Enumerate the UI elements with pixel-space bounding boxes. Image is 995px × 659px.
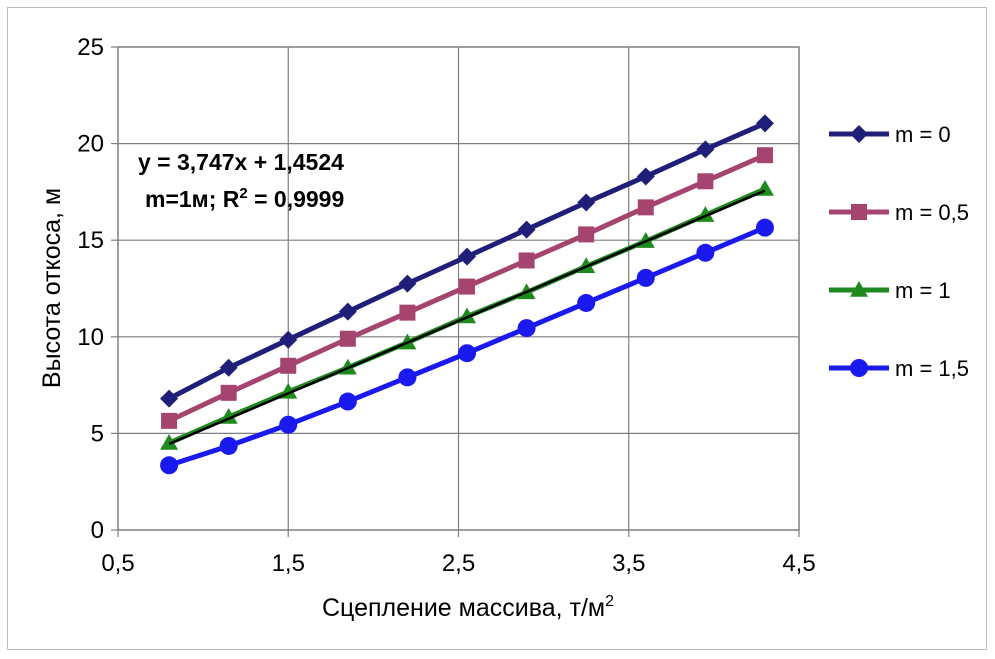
data-point — [339, 330, 356, 347]
data-point — [459, 278, 476, 295]
series-1 — [161, 147, 773, 429]
x-tick-label: 4,5 — [782, 550, 815, 577]
series-0 — [160, 114, 774, 408]
data-point — [517, 220, 536, 239]
data-point — [636, 268, 655, 287]
data-point — [577, 193, 596, 212]
legend-label: m = 0,5 — [895, 200, 969, 225]
data-point — [517, 319, 536, 338]
x-tick-label: 1,5 — [272, 550, 305, 577]
legend-item: m = 1,5 — [829, 356, 969, 381]
x-tick-label: 0,5 — [101, 550, 134, 577]
data-point — [160, 434, 179, 450]
data-point — [697, 173, 714, 190]
legend-item: m = 0,5 — [829, 200, 969, 225]
legend-marker — [851, 204, 867, 220]
data-point — [338, 392, 357, 411]
data-point — [219, 436, 238, 455]
data-point — [161, 412, 178, 429]
data-point — [637, 199, 654, 216]
trendline — [168, 189, 766, 446]
data-point — [399, 304, 416, 321]
data-point — [280, 357, 297, 374]
data-point — [279, 330, 298, 349]
series-group — [160, 114, 774, 475]
legend-label: m = 1,5 — [895, 356, 969, 381]
data-point — [458, 247, 477, 266]
y-tick-label: 5 — [91, 420, 104, 447]
data-point — [160, 456, 179, 475]
legend-marker — [850, 125, 868, 143]
y-axis-ticks: 0 5 10 15 20 25 — [77, 34, 118, 544]
data-point — [636, 167, 655, 186]
trendline-group — [168, 189, 766, 446]
data-point — [518, 252, 535, 269]
data-point — [755, 218, 774, 237]
data-point — [755, 114, 774, 133]
y-tick-label: 15 — [77, 227, 104, 254]
x-tick-label: 2,5 — [442, 550, 475, 577]
x-axis-ticks: 0,5 1,5 2,5 3,5 4,5 — [101, 530, 816, 577]
legend-item: m = 0 — [829, 122, 951, 147]
data-point — [398, 368, 417, 387]
trendline-r-squared: m=1м; R2 = 0,9999 — [145, 185, 344, 212]
data-point — [696, 140, 715, 159]
legend-marker — [850, 281, 868, 297]
legend-label: m = 0 — [895, 122, 951, 147]
y-axis-label: Высота откоса, м — [38, 188, 66, 388]
data-point — [220, 384, 237, 401]
legend: m = 0 m = 0,5 m = 1 m = 1,5 — [829, 122, 969, 381]
grid-lines — [118, 47, 799, 530]
data-point — [160, 389, 179, 408]
y-tick-label: 25 — [77, 34, 104, 61]
data-point — [338, 302, 357, 321]
data-point — [279, 415, 298, 434]
y-tick-label: 20 — [77, 131, 104, 158]
trendline-equation: y = 3,747x + 1,4524 — [138, 149, 344, 175]
x-axis-label: Сцепление массива, т/м2 — [322, 593, 614, 622]
series-3 — [160, 218, 774, 475]
data-point — [696, 243, 715, 262]
legend-item: m = 1 — [829, 278, 951, 303]
y-tick-label: 10 — [77, 324, 104, 351]
data-point — [578, 226, 595, 243]
data-point — [458, 344, 477, 363]
data-point — [219, 358, 238, 377]
legend-label: m = 1 — [895, 278, 951, 303]
data-point — [398, 274, 417, 293]
data-point — [577, 293, 596, 312]
x-tick-label: 3,5 — [612, 550, 645, 577]
y-tick-label: 0 — [91, 517, 104, 544]
data-point — [756, 147, 773, 164]
legend-marker — [850, 359, 868, 377]
